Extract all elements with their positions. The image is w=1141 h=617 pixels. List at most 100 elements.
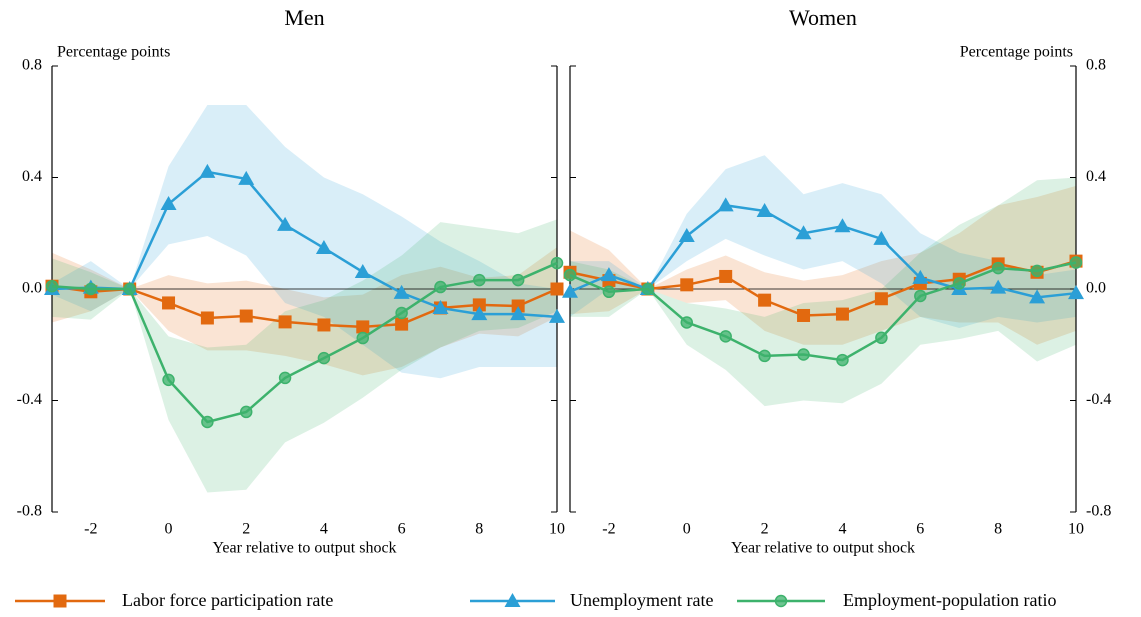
y-axis-label: Percentage points [57, 44, 170, 61]
marker-circle [84, 282, 98, 296]
marker-circle [395, 306, 408, 320]
marker-circle [836, 353, 849, 367]
x-tick-label: 2 [242, 521, 250, 538]
confidence-band [52, 105, 557, 379]
x-tick-label: 10 [1068, 521, 1084, 538]
marker-square [719, 269, 733, 283]
y-tick-label: 0.4 [22, 168, 42, 185]
marker-square [200, 311, 214, 325]
marker-triangle [834, 218, 851, 233]
x-tick-label: -2 [602, 521, 615, 538]
x-tick-label: 10 [549, 521, 565, 538]
marker-triangle [600, 267, 617, 282]
marker-triangle [393, 284, 410, 299]
y-tick-label: -0.8 [17, 503, 42, 520]
marker-triangle [238, 170, 255, 185]
y-tick-label: -0.8 [1086, 503, 1111, 520]
marker-circle [45, 279, 59, 293]
x-tick-label: 6 [398, 521, 406, 538]
marker-square [53, 594, 67, 608]
marker-square [239, 309, 253, 323]
marker-square [395, 317, 409, 331]
confidence-band [52, 247, 557, 376]
series-line [569, 204, 1077, 299]
marker-circle [680, 316, 694, 329]
marker-triangle [873, 230, 890, 245]
x-axis-label: Year relative to output shock [212, 540, 396, 557]
marker-circle [602, 285, 616, 299]
marker-triangle [199, 163, 216, 178]
marker-circle [774, 594, 788, 608]
x-tick-label: 0 [683, 521, 691, 538]
series-line [51, 261, 558, 424]
marker-triangle [549, 308, 565, 323]
y-tick-label: 0.0 [1086, 280, 1106, 297]
y-tick-label: -0.4 [17, 391, 42, 408]
marker-square [874, 292, 888, 306]
y-tick-label: 0.8 [1086, 57, 1106, 74]
marker-triangle [562, 283, 578, 298]
y-tick-label: 0.0 [22, 280, 42, 297]
legend-label: Employment-population ratio [843, 590, 1056, 610]
marker-square [797, 308, 811, 322]
marker-square [835, 307, 849, 321]
marker-circle [797, 348, 810, 361]
marker-circle [356, 331, 370, 345]
marker-circle [317, 351, 331, 365]
marker-square [550, 282, 564, 296]
y-axis-label: Percentage points [960, 44, 1073, 61]
legend-label: Labor force participation rate [122, 590, 333, 610]
marker-triangle [990, 279, 1007, 294]
marker-triangle [678, 228, 695, 243]
marker-circle [162, 373, 175, 387]
marker-triangle [471, 306, 488, 321]
marker-circle [550, 256, 564, 270]
x-tick-label: 6 [916, 521, 924, 538]
y-tick-label: 0.8 [22, 57, 42, 74]
marker-circle [758, 349, 771, 363]
panel-title: Men [284, 5, 324, 30]
legend-label: Unemployment rate [570, 590, 713, 610]
marker-circle [201, 415, 214, 429]
confidence-band [570, 155, 1076, 329]
marker-circle [991, 261, 1005, 275]
marker-triangle [795, 225, 812, 240]
marker-circle [239, 405, 253, 419]
marker-triangle [315, 240, 332, 255]
marker-triangle [354, 263, 371, 278]
x-tick-label: 0 [165, 521, 173, 538]
y-tick-label: 0.4 [1086, 168, 1106, 185]
marker-triangle [756, 202, 773, 217]
x-tick-label: 8 [994, 521, 1002, 538]
marker-circle [641, 282, 655, 296]
marker-square [758, 293, 772, 307]
marker-triangle [1029, 289, 1046, 304]
x-tick-label: 8 [475, 521, 483, 538]
series-line [569, 261, 1077, 362]
marker-square [317, 318, 331, 332]
marker-triangle [160, 195, 177, 210]
marker-square [680, 278, 694, 292]
marker-triangle [510, 306, 527, 321]
marker-circle [563, 268, 577, 282]
marker-circle [278, 371, 292, 385]
panel-title: Women [789, 5, 857, 30]
x-tick-label: -2 [84, 521, 97, 538]
marker-triangle [432, 299, 449, 314]
x-tick-label: 4 [838, 521, 846, 538]
confidence-band [52, 219, 557, 493]
marker-triangle [717, 197, 734, 212]
y-tick-label: -0.4 [1086, 391, 1111, 408]
marker-triangle [277, 216, 294, 231]
x-tick-label: 4 [320, 521, 328, 538]
marker-circle [952, 277, 966, 290]
marker-circle [719, 330, 732, 343]
marker-square [162, 296, 176, 310]
x-tick-label: 2 [761, 521, 769, 538]
marker-circle [1030, 264, 1044, 278]
confidence-band [570, 177, 1076, 407]
marker-triangle [504, 593, 521, 607]
marker-triangle [1068, 285, 1084, 300]
marker-square [356, 320, 370, 334]
